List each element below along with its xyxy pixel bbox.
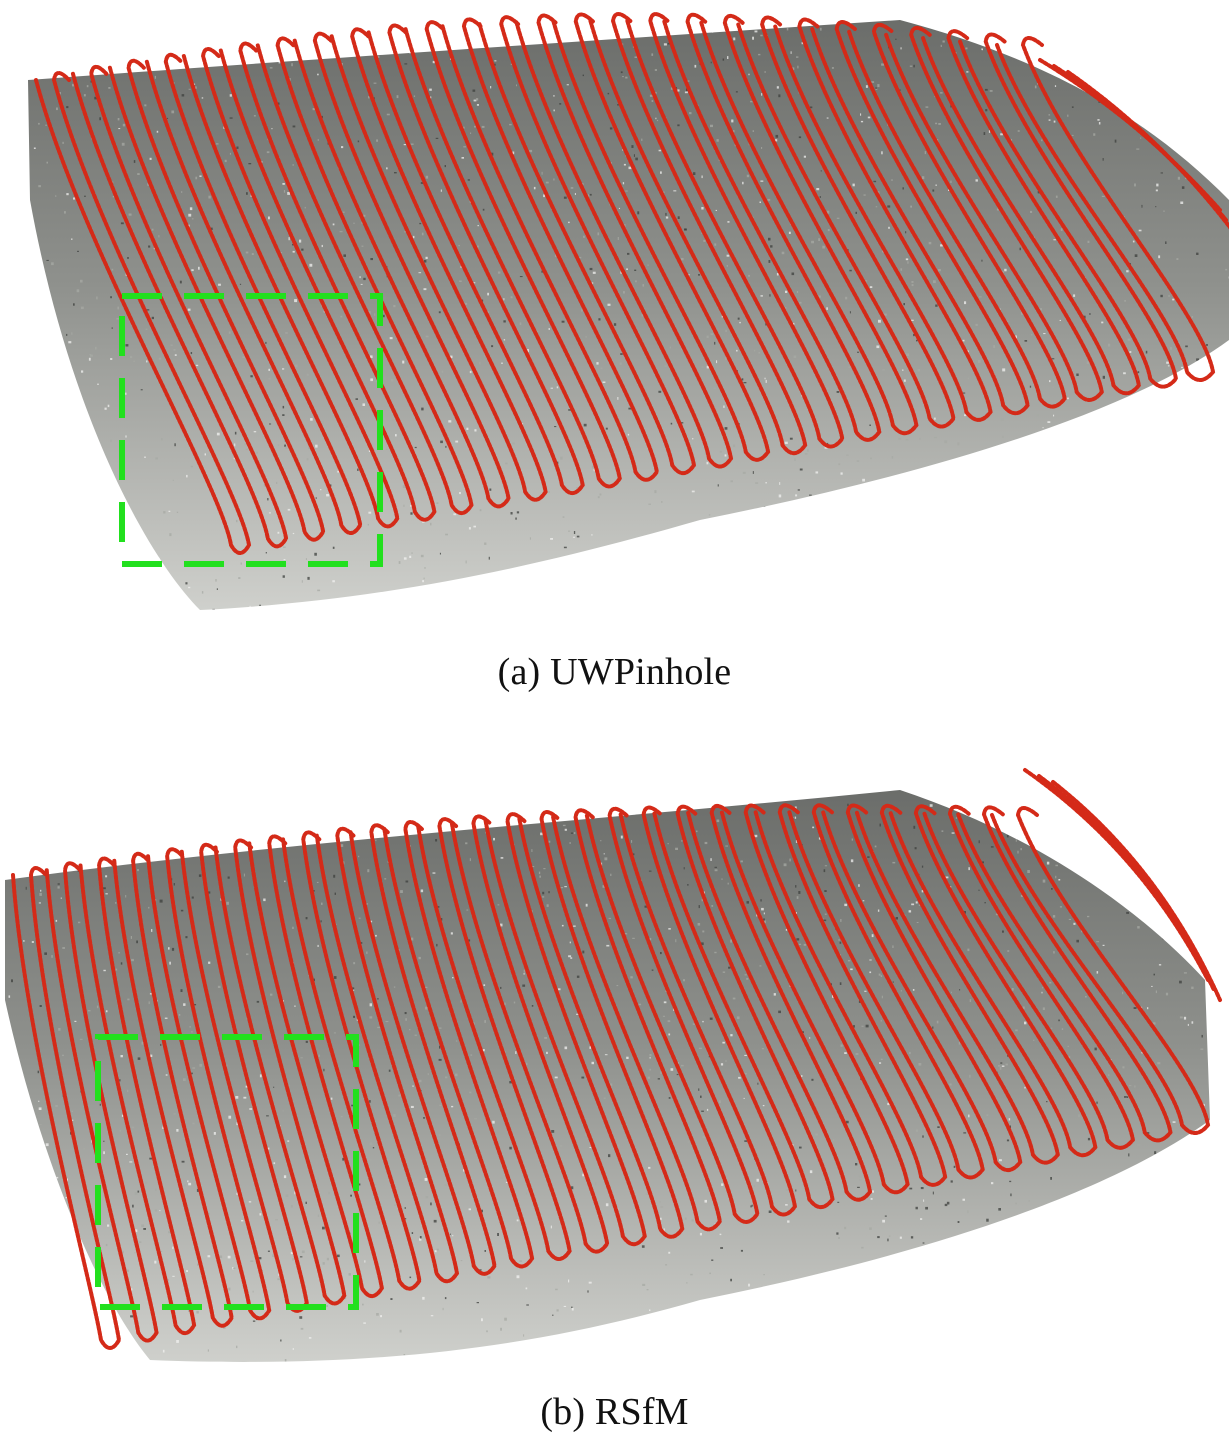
highlight-region-box (95, 1034, 359, 1310)
panel-rsfm (0, 740, 1229, 1380)
caption-rsfm: (b) RSfM (540, 1391, 689, 1433)
survey-trajectory (34, 12, 1229, 555)
caption-uwpinhole: (a) UWPinhole (497, 651, 732, 693)
survey-trajectory (11, 768, 1222, 1350)
point-cloud-render-rsfm (5, 768, 1222, 1362)
panel-uwpinhole (0, 0, 1229, 640)
highlight-region-box (119, 293, 383, 567)
point-cloud-render-uwpinhole (28, 12, 1229, 610)
